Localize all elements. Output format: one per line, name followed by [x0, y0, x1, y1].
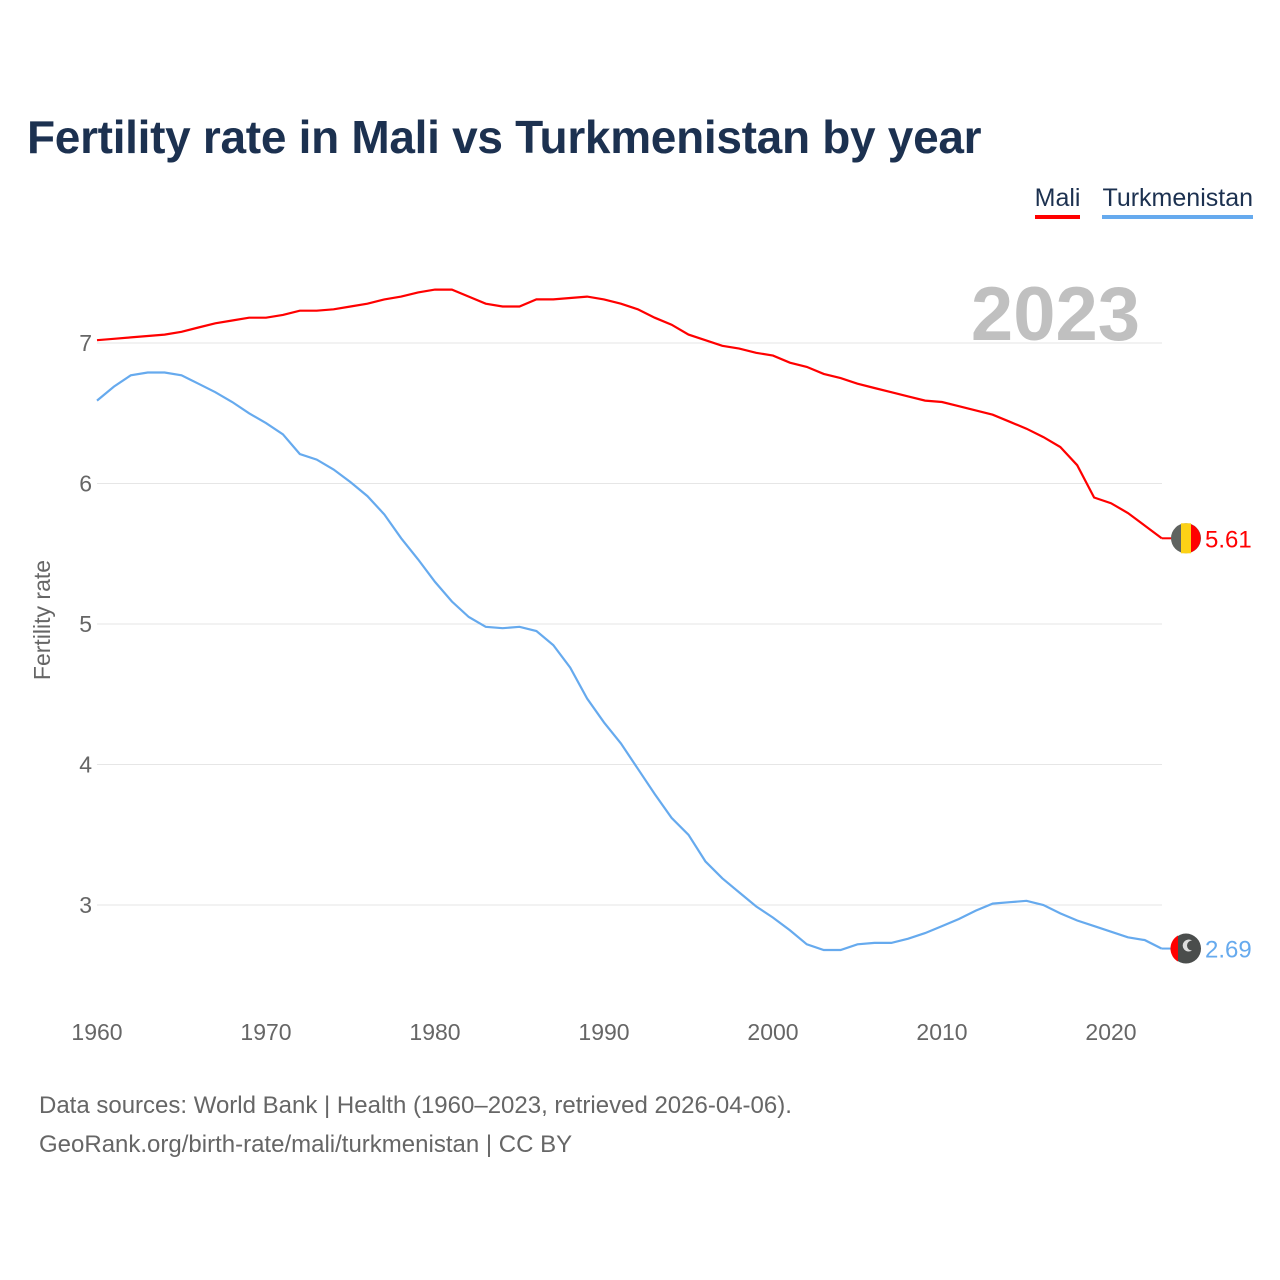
y-tick-label: 6 — [79, 471, 92, 497]
legend-item-mali[interactable]: Mali — [1034, 184, 1081, 219]
x-tick-label: 1980 — [409, 1019, 460, 1045]
y-tick-label: 5 — [79, 611, 92, 637]
x-tick-label: 1960 — [71, 1019, 122, 1045]
source-text: Data sources: World Bank | Health (1960–… — [39, 1092, 792, 1119]
mali-flag-icon — [1171, 523, 1201, 554]
x-tick-label: 1990 — [578, 1019, 629, 1045]
year-watermark: 2023 — [971, 272, 1140, 357]
end-value-label: 5.61 — [1205, 526, 1252, 553]
y-tick-label: 3 — [79, 892, 92, 918]
y-axis-label: Fertility rate — [29, 560, 55, 680]
x-tick-label: 2020 — [1085, 1019, 1136, 1045]
y-tick-label: 7 — [79, 330, 92, 356]
end-value-label: 2.69 — [1205, 937, 1252, 964]
footer: Data sources: World Bank | Health (1960–… — [39, 1086, 792, 1164]
chart-title: Fertility rate in Mali vs Turkmenistan b… — [27, 111, 982, 163]
x-tick-label: 1970 — [240, 1019, 291, 1045]
turkmenistan-flag-icon — [1170, 933, 1201, 964]
legend-item-turkmenistan[interactable]: Turkmenistan — [1102, 184, 1253, 219]
x-tick-label: 2010 — [916, 1019, 967, 1045]
x-tick-label: 2000 — [747, 1019, 798, 1045]
series-line-turkmenistan — [96, 371, 1163, 952]
legend: Mali Turkmenistan — [1034, 184, 1253, 219]
y-tick-label: 4 — [79, 752, 92, 778]
series-line-mali — [96, 288, 1163, 540]
attribution-link[interactable]: GeoRank.org/birth-rate/mali/turkmenistan… — [39, 1131, 573, 1158]
